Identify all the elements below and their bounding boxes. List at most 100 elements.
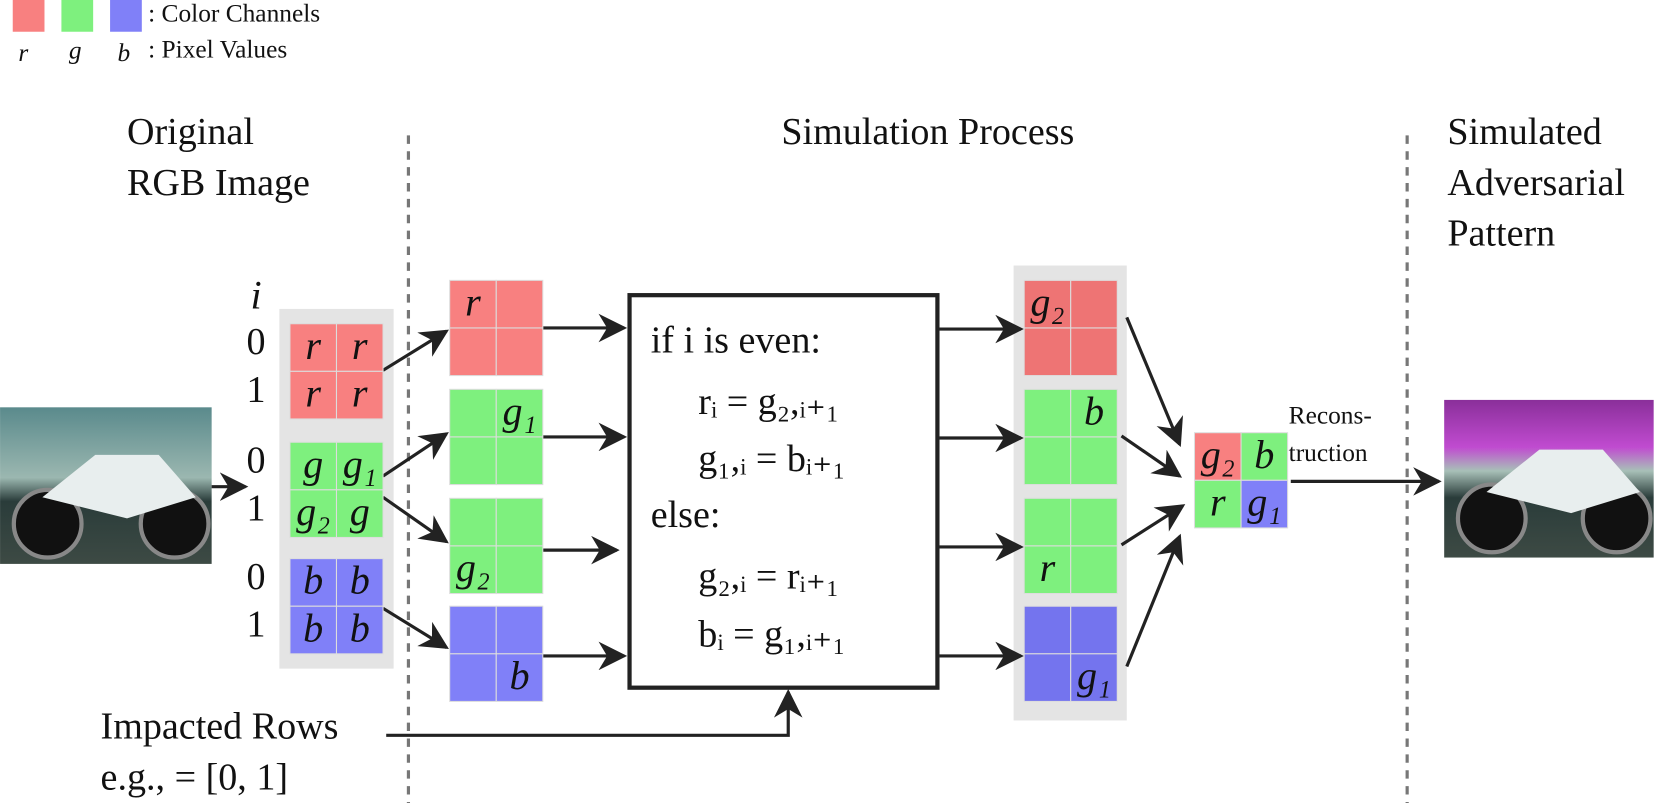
legend-values: : Pixel Values [148,36,287,64]
header: Adversarial [1447,162,1625,204]
pixel-cell [289,323,338,372]
legend-green [61,0,94,32]
equation: g₁,ᵢ = bᵢ₊₁ [698,438,845,480]
row-index: 0 [247,440,266,482]
pixel-cell [1023,327,1072,377]
legend-red [12,0,45,32]
pixel-cell [495,279,544,329]
pixel-cell [335,605,384,655]
pixel-cell [1240,479,1289,529]
pixel-cell [1070,545,1118,595]
header: RGB Image [127,162,310,204]
process-box [627,293,940,690]
pixel-label: g [303,441,323,486]
pixel-label: b [1084,388,1104,433]
header: Simulated [1447,111,1601,153]
reconstruction-label: truction [1289,439,1368,467]
pixel-cell [335,489,384,538]
row-index: 0 [247,556,266,598]
pixel-cell [449,605,497,655]
pixel-cell [1023,497,1072,547]
impacted-example: e.g., = [0, 1] [101,757,289,799]
input-image [0,407,212,564]
pixel-label: r [1040,545,1056,590]
equation: g₂,ᵢ = rᵢ₊₁ [698,556,839,598]
pixel-cell [1193,432,1242,481]
pixel-cell [335,370,384,420]
pixel-label: r [1210,479,1226,524]
pixel-cell [335,323,384,372]
pixel-cell [449,279,497,329]
equation: rᵢ = g₂,ᵢ₊₁ [698,381,839,423]
pixel-cell [495,388,544,438]
pixel-cell [335,441,384,491]
pixel-label: g₂ [456,545,490,590]
pixel-cell [449,388,497,438]
equation: bᵢ = g₁,ᵢ₊₁ [698,614,845,656]
pixel-label: g₁ [343,441,377,486]
pixel-label: r [305,370,321,415]
pixel-cell [335,558,384,607]
pixel-cell [289,370,338,420]
pixel-cell [495,327,544,377]
condition: else: [651,494,721,536]
impacted-rows: Impacted Rows [101,706,339,748]
output-image [1444,399,1654,558]
pixel-cell [1070,605,1118,655]
pixel-label: r [465,280,481,325]
pixel-label: g₁ [502,388,536,433]
pixel-label: b [509,653,529,698]
legend-symbol: b [117,39,130,67]
pixel-cell [495,653,544,702]
arrows [211,313,1442,737]
row-index: 0 [247,321,266,363]
pixel-cell [449,653,497,702]
pixel-cell [449,327,497,377]
header: Simulation Process [781,111,1074,153]
pixel-cell [1070,279,1118,329]
pixel-label: b [303,558,323,603]
pixel-label: g₁ [1247,479,1281,524]
header: Original [127,111,254,153]
pixel-cell [1023,279,1072,329]
pixel-label: b [350,605,370,650]
pixel-label: g [350,489,370,534]
pixel-cell [449,497,497,547]
pixel-label: b [1254,432,1274,477]
pixel-label: r [352,370,368,415]
pixel-label: r [305,323,321,368]
legend-channels: : Color Channels [148,0,320,28]
row-index: 1 [247,487,266,529]
pixel-cell [1023,605,1072,655]
legend-blue [110,0,142,32]
pixel-cell [1023,545,1072,595]
pixel-label: g₂ [296,489,330,534]
pixel-label: r [352,323,368,368]
pixel-cell [495,545,544,595]
pixel-cell [1070,327,1118,377]
pixel-label: b [350,558,370,603]
legend-symbol: g [69,37,82,65]
pixel-label: g₂ [1030,280,1064,325]
pixel-cell [1240,432,1289,481]
row-index: 1 [247,604,266,646]
pixel-cell [289,605,338,655]
pixel-cell [1193,479,1242,529]
pixel-label: g₁ [1077,653,1111,698]
pixel-cell [1070,436,1118,486]
pixel-cell [495,497,544,547]
pixel-cell [495,605,544,655]
pixel-cell [449,436,497,486]
header: Pattern [1447,213,1555,255]
pixel-cell [1023,388,1072,438]
reconstruction-label: Recons- [1289,402,1372,430]
index-header: i [250,273,261,318]
legend-symbol: r [18,39,28,67]
pixel-cell [1070,388,1118,438]
pixel-label: b [303,605,323,650]
row-index: 1 [247,369,266,411]
pixel-cell [289,489,338,538]
pixel-cell [495,436,544,486]
pixel-cell [1070,497,1118,547]
